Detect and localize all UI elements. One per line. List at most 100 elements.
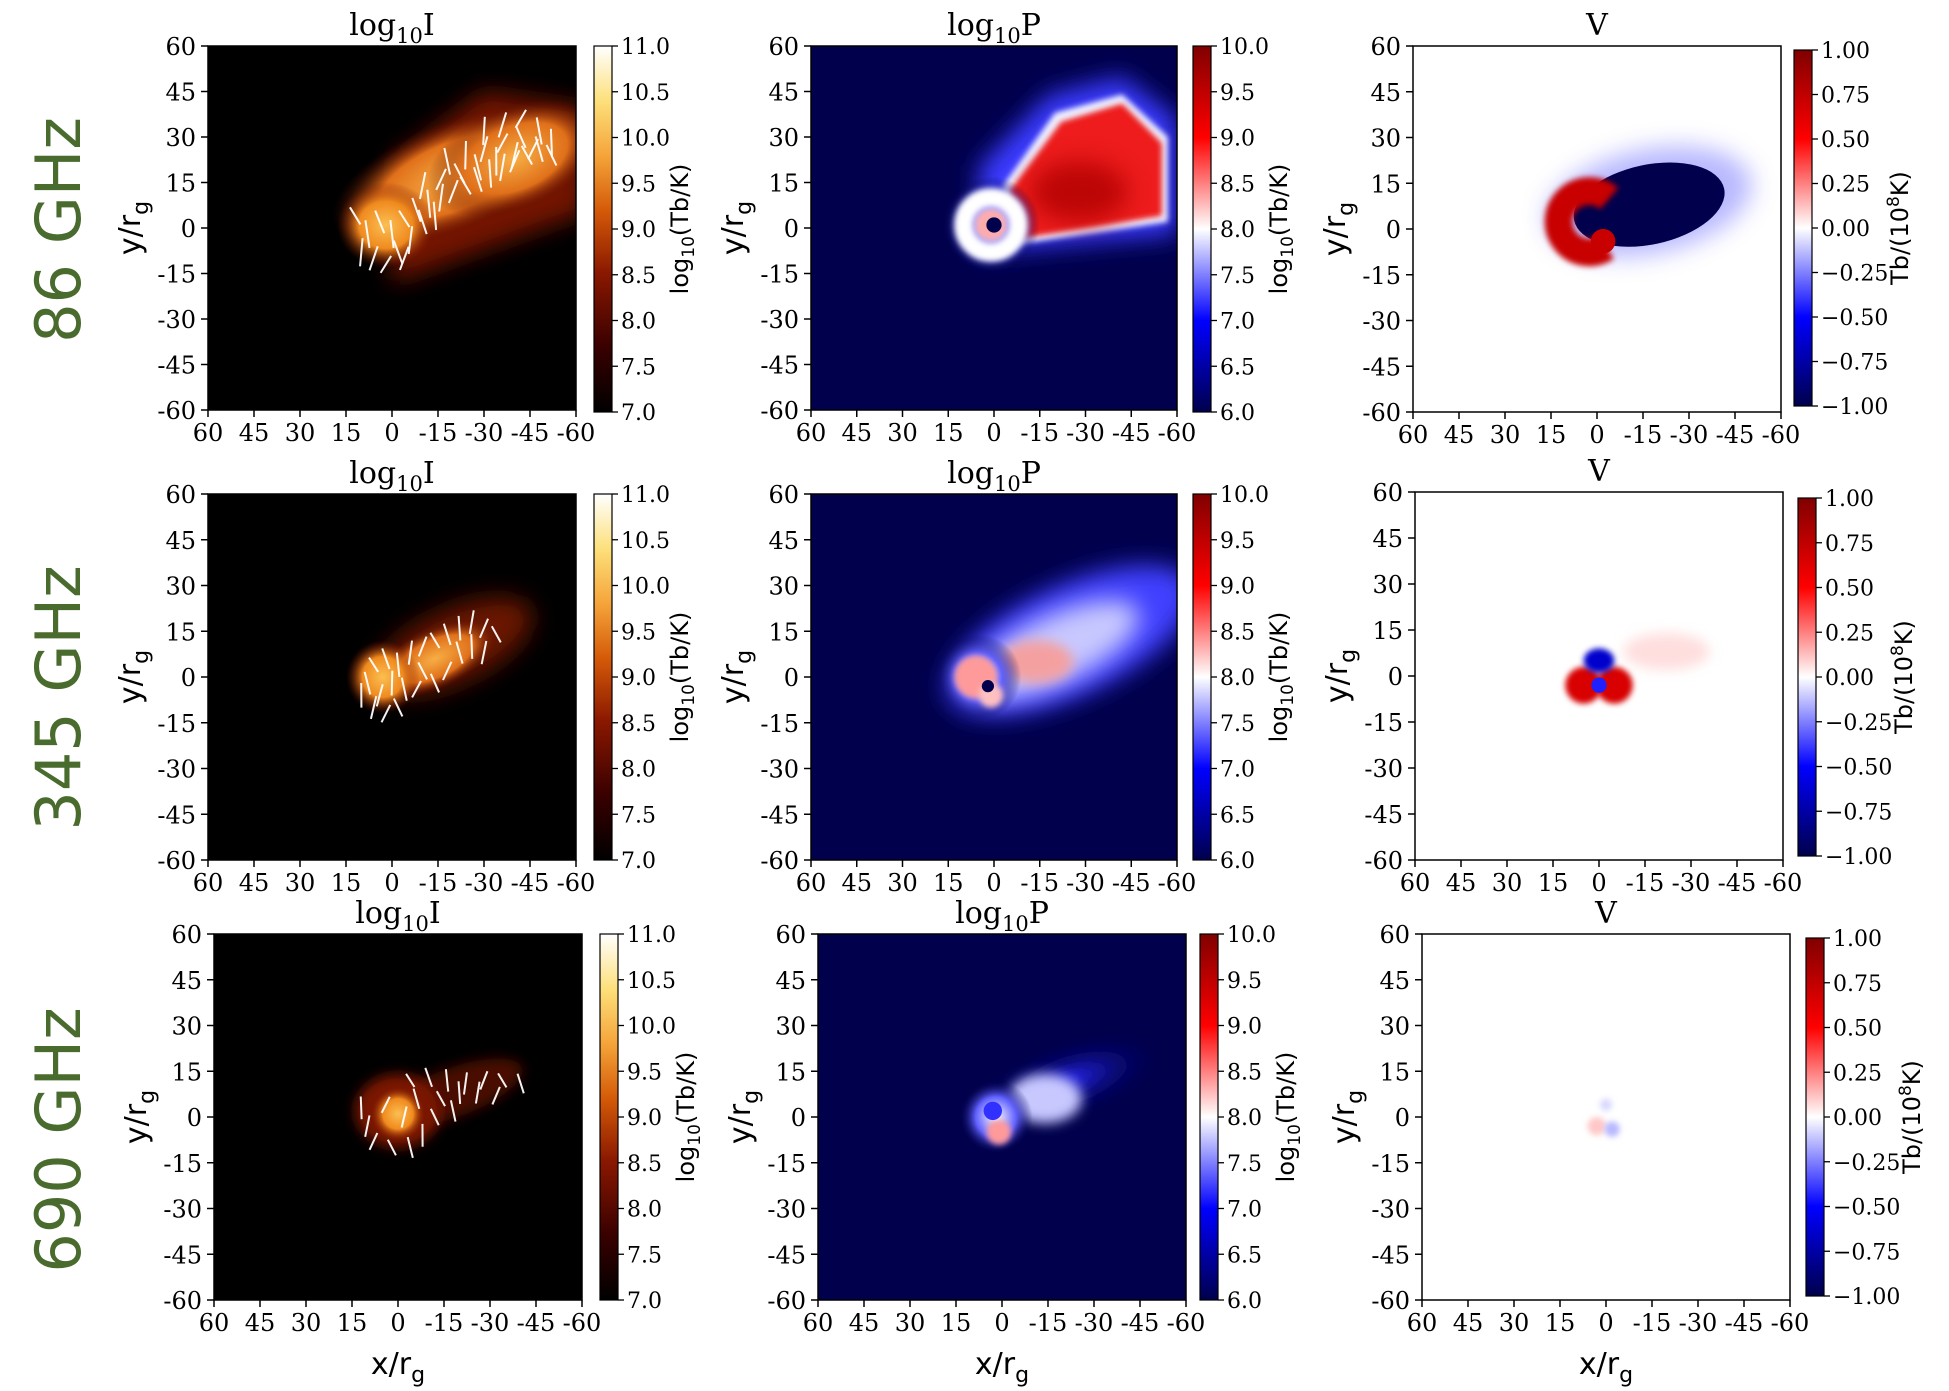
x-tick-label: -30 [1670,421,1709,449]
pos-lobe-left [1565,666,1603,704]
x-tick-label: 0 [1589,421,1604,449]
x-tick-label: -30 [1075,1309,1114,1337]
x-tick-label: -60 [1764,869,1803,897]
panel-axes: 60 45 30 15 0 -15 -30 -45 -60604530150-15-30-45-… [119,896,601,1388]
core-hole [986,217,1002,233]
colorbar-tick-label: 9.5 [621,620,656,645]
x-tick-label: 45 [841,869,872,897]
colorbar-tick-label: 8.5 [621,264,656,289]
y-axis-label: y/rg [113,650,154,704]
polarization-map [811,494,1177,860]
pos-spot [1590,228,1616,254]
x-tick-label: 15 [933,419,964,447]
y-axis-label: y/rg [119,1090,160,1144]
colorbar-tick-label: 10.5 [627,969,676,994]
colorbar-tick-label: 1.00 [1821,39,1870,64]
core-hole [983,1101,1002,1121]
x-tick-label: 45 [239,869,270,897]
y-tick-label: -60 [163,1287,202,1315]
colorbar: 11.0 10.5 10.0 9.5 9.0 8.5 8.0 7.5 7.0 log10(Tb/K… [593,35,699,426]
row-label: 345 GHz [22,565,95,830]
panel-frame [207,45,577,411]
colorbar-tick-label: 0.50 [1821,128,1870,153]
x-tick-label: 15 [1536,421,1567,449]
pol-tick [473,166,483,193]
colorbar-tick-label: −0.50 [1821,306,1888,331]
colorbar-tick-label: 0.00 [1833,1106,1882,1131]
pol-tick [527,138,539,160]
y-tick-label: -60 [157,397,196,425]
colorbar-tick-label: 0.00 [1821,217,1870,242]
colorbar-tick-label: 0.50 [1833,1017,1882,1042]
x-tick-label: 45 [841,419,872,447]
pol-tick [364,1115,371,1138]
pol-tick [442,661,453,681]
y-tick-label: -45 [157,352,196,380]
x-tick-label: 15 [1545,1309,1576,1337]
colorbar-tick-label: 6.5 [1220,355,1255,380]
pol-tick [479,1070,489,1090]
colorbar-tick-label: 11.0 [621,35,670,60]
colorbar-tick-label: 0.75 [1833,972,1882,997]
background [1422,934,1790,1300]
y-tick-label: 45 [768,527,799,555]
colorbar-label: log10(Tb/K) [1265,164,1298,295]
pol-tick [424,1067,433,1088]
colorbar-tick-label: 9.0 [1220,127,1255,152]
colorbar-tick-label: 6.0 [1220,849,1255,874]
colorbar-scale [593,45,613,413]
neg-center [1591,677,1607,693]
x-tick-label: 30 [1499,1309,1530,1337]
pol-tick [514,109,527,129]
y-tick-label: -60 [767,1287,806,1315]
x-tick-label: -15 [1633,1309,1672,1337]
pol-tick [400,1106,408,1128]
y-tick-label: 15 [768,618,799,646]
circular-pol-map [1415,492,1783,860]
panel-frame [817,933,1187,1301]
y-tick-label: 15 [165,618,196,646]
colorbar-tick-label: 9.5 [1220,81,1255,106]
x-tick-label: -60 [563,1309,602,1337]
colorbar-tick-label: 9.0 [627,1106,662,1131]
y-tick-label: -30 [767,1196,806,1224]
pol-tick [499,153,506,182]
y-tick-label: -30 [1364,755,1403,783]
pol-tick [462,1072,468,1095]
pol-tick [392,240,404,265]
colorbar-tick-label: 10.0 [1220,483,1269,508]
pol-tick [468,610,475,635]
colorbar-tick-label: 10.0 [621,127,670,152]
pol-tick [496,133,509,154]
x-tick-label: 15 [331,419,362,447]
pol-tick [368,1132,379,1151]
x-tick-label: 45 [1453,1309,1484,1337]
y-tick-label: -30 [760,756,799,784]
panel-frame [810,45,1178,411]
panel-axes: 60 45 30 15 0 -15 -30 -45 -60604530150-15-30-45-… [716,8,1196,447]
pol-tick [349,206,362,225]
colorbar-tick-label: 10.5 [621,81,670,106]
colorbar-tick-label: 8.0 [621,310,656,335]
panel-frame [1421,933,1791,1301]
y-tick-label: 15 [768,170,799,198]
panel-axes: 60 45 30 15 0 -15 -30 -45 -60604530150-15-30-45-… [113,8,595,447]
colorbar-tick-label: 10.0 [621,575,670,600]
pol-tick [455,641,464,664]
polarization-map [811,46,1177,410]
y-tick-label: -60 [1362,399,1401,427]
x-tick-label: 15 [933,869,964,897]
pol-tick [457,615,462,641]
y-tick-label: -30 [163,1196,202,1224]
panel-axes: 60 45 30 15 0 -15 -30 -45 -60604530150-15-30-45-… [113,456,595,897]
intensity-map [208,494,576,860]
colorbar: 10.0 9.5 9.0 8.5 8.0 7.5 7.0 6.5 6.0 log10(Tb/K) [1199,923,1305,1314]
pol-tick [398,246,410,271]
colorbar-scale [1199,933,1219,1301]
x-tick-label: 0 [1591,869,1606,897]
y-tick-label: -15 [163,1150,202,1178]
circular-pol-map [1422,934,1790,1300]
pol-tick [453,163,466,184]
colorbar-tick-label: −1.00 [1833,1285,1900,1310]
y-tick-label: -15 [157,261,196,289]
